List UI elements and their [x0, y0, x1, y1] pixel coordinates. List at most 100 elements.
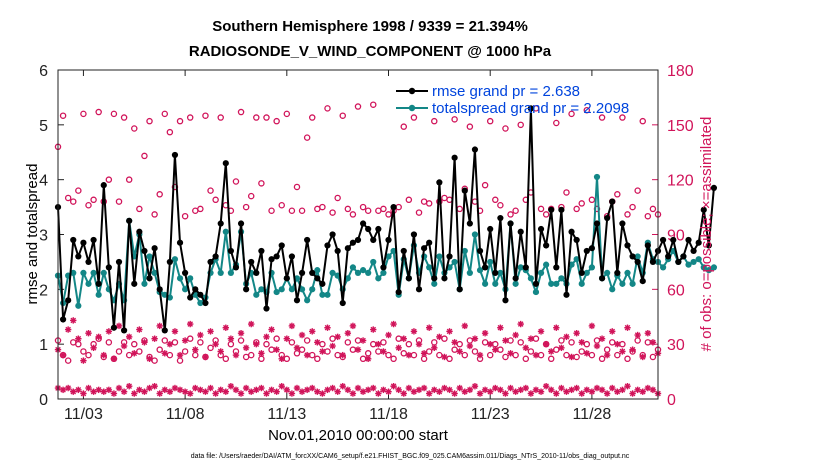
- rmse-point: [95, 280, 102, 287]
- rmse-point: [314, 275, 321, 282]
- totalspread-point: [314, 267, 321, 274]
- rmse-point: [705, 242, 712, 249]
- obs-assimilated-marker: [487, 340, 494, 348]
- obs-assimilated-marker: [146, 355, 153, 362]
- rmse-point: [593, 220, 601, 227]
- obs-possible-marker: [263, 114, 270, 121]
- obs-assimilated-marker: [131, 390, 138, 397]
- obs-assimilated-marker: [461, 388, 468, 395]
- totalspread-point: [365, 269, 372, 276]
- obs-possible-marker: [85, 351, 92, 359]
- y-axis-label: rmse and totalspread: [24, 164, 41, 305]
- obs-assimilated-stroke: [126, 383, 132, 390]
- y2-tick-label: 150: [667, 118, 694, 135]
- obs-assimilated-marker: [303, 386, 311, 394]
- obs-assimilated-stroke: [375, 341, 382, 347]
- obs-possible-marker: [390, 355, 397, 363]
- obs-possible-marker: [486, 117, 494, 125]
- obs-assimilated-stroke: [645, 330, 651, 336]
- obs-assimilated-stroke: [314, 388, 321, 395]
- obs-possible-marker: [629, 203, 636, 211]
- obs-assimilated-stroke: [461, 323, 468, 329]
- obs-assimilated-stroke: [461, 388, 468, 395]
- obs-possible-marker: [253, 114, 260, 121]
- obs-possible-marker: [105, 339, 113, 346]
- obs-assimilated-marker: [70, 388, 77, 395]
- obs-possible-marker: [558, 337, 565, 344]
- totalspread-point: [705, 267, 712, 274]
- obs-assimilated-stroke: [136, 387, 143, 393]
- obs-possible-marker: [120, 114, 128, 121]
- obs-assimilated-stroke: [360, 388, 366, 395]
- obs-assimilated-marker: [100, 388, 107, 395]
- obs-assimilated-stroke: [451, 390, 458, 397]
- obs-assimilated-marker: [268, 326, 275, 333]
- totalspread-point: [690, 258, 697, 266]
- x-tick-label: 11/13: [267, 406, 306, 423]
- obs-assimilated-stroke: [594, 343, 600, 349]
- totalspread-point: [187, 275, 194, 282]
- obs-assimilated-stroke: [431, 387, 438, 393]
- obs-assimilated-stroke: [243, 385, 249, 391]
- obs-assimilated-marker: [588, 388, 596, 395]
- obs-possible-marker: [197, 339, 204, 346]
- obs-assimilated-marker: [375, 390, 382, 397]
- obs-assimilated-stroke: [614, 388, 621, 395]
- legend-rmse-marker: [408, 87, 416, 95]
- totalspread-point: [573, 256, 580, 263]
- obs-assimilated-stroke: [497, 324, 504, 331]
- rmse-point: [482, 264, 489, 271]
- obs-assimilated-stroke: [136, 326, 143, 333]
- obs-assimilated-stroke: [324, 324, 331, 331]
- y2-tick-label: 60: [667, 282, 685, 299]
- obs-assimilated-marker: [588, 322, 596, 330]
- obs-possible-marker: [568, 110, 575, 118]
- obs-assimilated-marker: [471, 335, 479, 342]
- obs-possible-marker: [258, 180, 265, 187]
- rmse-point: [85, 258, 92, 266]
- obs-assimilated-marker: [80, 357, 87, 364]
- obs-assimilated-marker: [542, 383, 550, 390]
- obs-assimilated-marker: [375, 340, 382, 348]
- totalspread-point: [176, 275, 184, 282]
- obs-possible-marker: [115, 198, 123, 205]
- obs-assimilated-stroke: [345, 387, 351, 393]
- obs-possible-marker: [161, 110, 169, 118]
- obs-assimilated-stroke: [334, 334, 341, 340]
- rmse-point: [471, 146, 479, 153]
- totalspread-point: [227, 269, 234, 276]
- rmse-point: [431, 275, 438, 282]
- obs-assimilated-marker: [466, 342, 474, 350]
- rmse-point: [365, 225, 372, 233]
- totalspread-point: [543, 261, 550, 268]
- obs-assimilated-marker: [481, 386, 489, 394]
- obs-assimilated-marker: [248, 388, 255, 395]
- totalspread-point: [319, 291, 326, 298]
- obs-possible-marker: [507, 211, 514, 218]
- obs-assimilated-stroke: [472, 335, 478, 342]
- obs-assimilated-stroke: [248, 321, 255, 327]
- rmse-point: [710, 184, 718, 191]
- obs-assimilated-stroke: [380, 387, 387, 393]
- totalspread-point: [344, 275, 351, 282]
- obs-assimilated-marker: [583, 386, 591, 394]
- obs-possible-marker: [125, 176, 133, 183]
- rmse-point: [217, 220, 224, 227]
- obs-assimilated-marker: [568, 353, 575, 361]
- obs-possible-marker: [232, 178, 240, 185]
- obs-assimilated-marker: [222, 388, 229, 395]
- obs-possible-marker: [141, 152, 148, 160]
- obs-assimilated-stroke: [548, 387, 555, 393]
- obs-assimilated-stroke: [609, 328, 616, 335]
- obs-assimilated-marker: [400, 335, 407, 342]
- obs-assimilated-marker: [380, 386, 387, 394]
- obs-assimilated-stroke: [573, 330, 580, 336]
- obs-assimilated-marker: [146, 384, 153, 392]
- obs-assimilated-stroke: [228, 383, 234, 390]
- totalspread-point: [431, 280, 438, 287]
- rmse-point: [405, 275, 412, 282]
- rmse-point: [222, 160, 229, 167]
- rmse-point: [90, 236, 97, 244]
- obs-assimilated-marker: [603, 390, 611, 397]
- obs-assimilated-marker: [614, 340, 621, 348]
